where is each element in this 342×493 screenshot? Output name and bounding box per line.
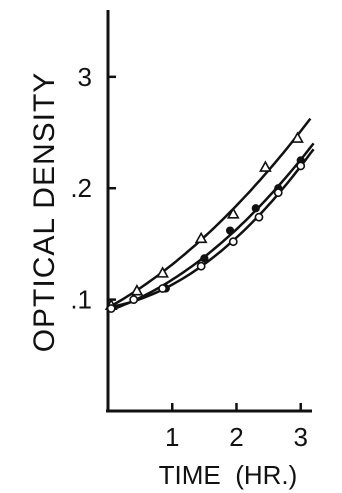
y-tick-label: .1 <box>70 285 92 315</box>
y-tick-label: 3 <box>78 62 92 92</box>
series-line <box>107 142 315 313</box>
series-line <box>107 117 312 309</box>
y-axis-label: OPTICAL DENSITY <box>28 72 61 353</box>
x-axis-label: TIME (HR.) <box>159 460 298 490</box>
filled-circle-point <box>251 204 260 213</box>
y-ticks: .1 .2 3 <box>70 62 116 315</box>
open-circle-point <box>254 212 264 222</box>
filled-circle-point <box>225 226 235 235</box>
filled-circle-point <box>200 254 209 263</box>
x-ticks: 1 2 3 <box>165 403 308 452</box>
series-layer <box>104 117 315 313</box>
open-circle-point <box>158 284 168 293</box>
triangle-point <box>259 160 272 172</box>
open-circle-point <box>228 237 238 247</box>
triangle-point <box>291 131 304 143</box>
triangle-point <box>130 284 144 296</box>
x-tick-label: 2 <box>229 422 243 452</box>
triangle-point <box>156 266 169 278</box>
y-tick-label: .2 <box>70 173 92 203</box>
open-circle-point <box>296 161 306 171</box>
x-tick-label: 1 <box>165 422 179 452</box>
series-line <box>107 148 315 309</box>
open-circle-point <box>273 188 283 198</box>
open-circle-point <box>129 295 139 305</box>
triangle-point <box>226 207 240 219</box>
triangle-point <box>194 231 208 244</box>
open-circle-point <box>196 261 206 271</box>
x-tick-label: 3 <box>293 422 307 452</box>
open-circle-point <box>106 304 116 313</box>
